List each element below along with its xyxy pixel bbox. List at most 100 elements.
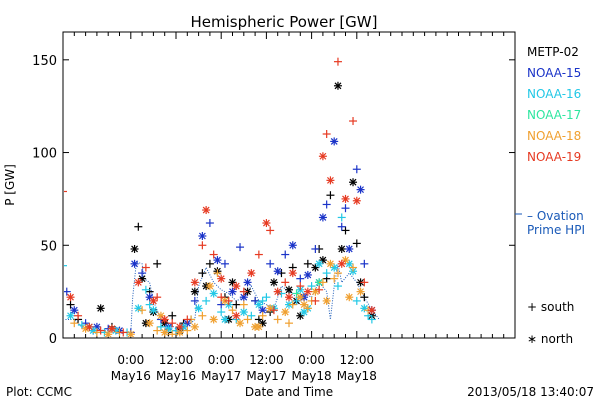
data-point bbox=[333, 282, 342, 291]
y-tick-label: 0 bbox=[49, 332, 57, 347]
x-tick-time-label: 0:00 bbox=[208, 353, 235, 367]
x-axis: 0:00 May16 12:00 May16 0:00 May17 12:00 May17 0:… bbox=[62, 32, 516, 383]
data-point bbox=[262, 219, 271, 228]
y-tick-label: 50 bbox=[40, 239, 57, 254]
data-point bbox=[285, 319, 293, 328]
x-tick-time-label: 0:00 bbox=[298, 353, 325, 367]
data-point bbox=[74, 311, 83, 320]
data-point bbox=[292, 289, 301, 298]
y-axis-label: P [GW] bbox=[3, 164, 17, 206]
data-point bbox=[326, 259, 335, 268]
data-point bbox=[92, 328, 101, 337]
data-point bbox=[311, 296, 320, 305]
data-point bbox=[318, 152, 327, 161]
data-point bbox=[228, 287, 237, 296]
data-point bbox=[258, 296, 267, 305]
data-point bbox=[168, 319, 177, 328]
data-point bbox=[107, 324, 116, 333]
data-point bbox=[352, 239, 361, 248]
data-point bbox=[303, 270, 312, 279]
data-point bbox=[269, 306, 278, 315]
x-tick-time-label: 12:00 bbox=[159, 353, 194, 367]
data-point bbox=[352, 196, 361, 205]
x-tick-date-label: May17 bbox=[201, 369, 241, 383]
data-point bbox=[349, 117, 358, 126]
data-point bbox=[141, 263, 150, 272]
data-point bbox=[315, 285, 324, 294]
data-point bbox=[64, 190, 67, 193]
y-axis: 0 50 100 150 bbox=[32, 54, 515, 347]
data-point bbox=[292, 296, 301, 305]
data-point bbox=[330, 274, 339, 283]
legend-entry: NOAA-18 bbox=[527, 129, 581, 143]
data-point bbox=[273, 287, 282, 296]
data-point bbox=[153, 293, 162, 302]
data-point bbox=[360, 293, 369, 302]
data-point bbox=[149, 306, 158, 315]
data-point bbox=[141, 285, 150, 294]
data-point bbox=[232, 311, 241, 320]
data-point bbox=[258, 306, 267, 315]
data-point bbox=[77, 321, 86, 330]
legend: METP-02 NOAA-15 NOAA-16 NOAA-17 NOAA-18 NOAA-… bbox=[527, 45, 581, 164]
data-point bbox=[232, 300, 241, 309]
data-point bbox=[349, 178, 358, 187]
data-point bbox=[198, 241, 207, 250]
data-point bbox=[285, 285, 293, 294]
data-point bbox=[303, 287, 312, 296]
data-point bbox=[269, 278, 278, 287]
data-point bbox=[254, 315, 263, 324]
data-point bbox=[281, 308, 290, 317]
data-point bbox=[273, 315, 282, 324]
marker-key-south: + south bbox=[527, 300, 574, 314]
data-point bbox=[202, 206, 211, 215]
data-point bbox=[285, 293, 293, 302]
data-point bbox=[153, 259, 162, 268]
data-point bbox=[66, 293, 75, 302]
data-point bbox=[337, 259, 346, 268]
data-point bbox=[153, 326, 162, 335]
y-tick-label: 150 bbox=[32, 54, 57, 69]
data-point bbox=[64, 265, 67, 267]
data-point bbox=[138, 269, 147, 278]
data-point bbox=[194, 304, 203, 313]
data-point bbox=[64, 287, 71, 296]
data-point bbox=[160, 315, 169, 324]
legend-entry: METP-02 bbox=[527, 45, 579, 59]
data-point bbox=[266, 304, 275, 313]
data-point bbox=[367, 315, 376, 324]
data-point bbox=[367, 306, 376, 315]
data-point bbox=[341, 204, 350, 213]
data-point bbox=[318, 278, 327, 287]
data-point bbox=[333, 269, 342, 278]
data-point bbox=[330, 137, 339, 146]
data-point bbox=[311, 287, 320, 296]
data-point bbox=[266, 226, 275, 235]
data-point bbox=[311, 244, 320, 253]
data-point bbox=[288, 300, 297, 309]
data-point bbox=[228, 306, 237, 315]
data-point bbox=[168, 311, 177, 320]
data-point bbox=[205, 282, 214, 291]
data-point bbox=[337, 244, 346, 253]
data-point bbox=[209, 289, 218, 298]
data-point bbox=[254, 250, 263, 259]
ovation-label-line1: – Ovation bbox=[527, 209, 584, 223]
data-point bbox=[360, 278, 369, 287]
data-point bbox=[356, 287, 365, 296]
data-point bbox=[345, 293, 354, 302]
legend-entry: NOAA-15 bbox=[527, 66, 581, 80]
x-axis-label: Date and Time bbox=[245, 385, 333, 399]
data-point bbox=[296, 274, 305, 283]
data-point bbox=[168, 330, 177, 337]
data-point bbox=[243, 315, 252, 324]
data-point bbox=[104, 330, 113, 337]
data-point bbox=[198, 232, 207, 240]
x-tick-date-label: May18 bbox=[337, 369, 377, 383]
data-point bbox=[349, 263, 358, 272]
x-tick-date-label: May17 bbox=[246, 369, 286, 383]
data-point bbox=[258, 319, 267, 328]
data-point bbox=[360, 259, 369, 268]
data-point bbox=[205, 259, 214, 268]
data-point bbox=[243, 278, 252, 287]
